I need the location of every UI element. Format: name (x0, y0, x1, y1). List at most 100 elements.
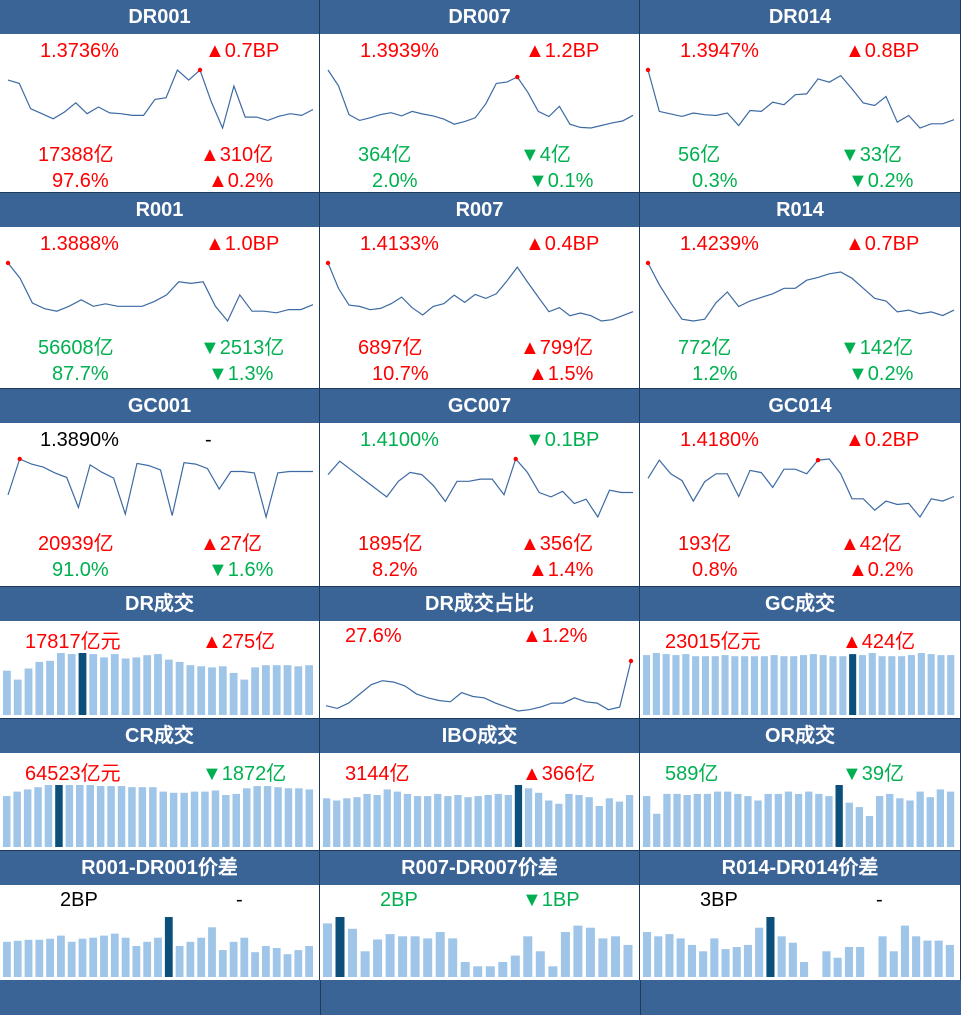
summary-change: - (876, 889, 883, 911)
bar (524, 788, 533, 847)
bar (473, 966, 483, 977)
sparkline-chart (7, 456, 313, 520)
series-line (647, 69, 955, 129)
bar (435, 932, 445, 977)
series-line (327, 457, 633, 519)
bar (510, 955, 520, 977)
bar (180, 792, 188, 848)
bar (615, 801, 624, 847)
sparkline-chart (5, 260, 314, 323)
bar (208, 667, 216, 715)
bar (208, 927, 216, 977)
bar (464, 797, 472, 847)
bar (575, 795, 583, 847)
bar (100, 657, 108, 715)
panel-title: R007-DR007价差 (320, 851, 639, 885)
bar (393, 791, 401, 847)
bar (485, 966, 495, 977)
bar (222, 795, 230, 847)
bar (154, 654, 162, 715)
rate-change: ▼0.1BP (525, 429, 600, 451)
sparkline-chart (327, 456, 633, 519)
summary-change: - (236, 889, 243, 911)
bar (383, 789, 391, 847)
bar (274, 787, 282, 847)
volume-change: ▼2513亿 (200, 337, 285, 359)
bar (283, 665, 292, 715)
bar (523, 936, 533, 977)
summary-value: 23015亿元 (665, 631, 761, 653)
volume-value: 6897亿 (358, 337, 423, 359)
bar (889, 951, 898, 977)
bar (794, 793, 803, 847)
summary-value: 589亿 (665, 763, 719, 785)
bar (535, 792, 543, 848)
bar (305, 665, 313, 715)
rate-value: 1.3947% (680, 40, 759, 62)
summary-change: ▼39亿 (842, 763, 905, 785)
bar (504, 795, 512, 847)
bar (585, 927, 595, 977)
sparkline-chart (325, 260, 634, 322)
latest-point (5, 260, 11, 266)
bar (535, 951, 545, 977)
rate-change: ▲0.2BP (845, 429, 920, 451)
panel-title: DR成交占比 (320, 587, 639, 621)
rate-value: 1.4239% (680, 233, 759, 255)
panel-gc014: GC014 1.4180% ▲0.2BP 193亿 ▲42亿 0.8% ▲0.2% (640, 388, 961, 586)
bar (65, 785, 74, 847)
bar (598, 938, 608, 977)
latest-point (197, 67, 203, 73)
series-line (647, 262, 955, 322)
bar (822, 951, 831, 977)
bar (3, 670, 11, 715)
rate-change: - (205, 429, 212, 451)
bar (444, 796, 452, 847)
rate-change: ▲1.0BP (205, 233, 280, 255)
bar (232, 793, 240, 847)
bar (498, 962, 508, 977)
bar (878, 656, 886, 715)
volume-value: 364亿 (358, 144, 412, 166)
bar (693, 793, 701, 847)
summary-change: ▼1872亿 (202, 763, 287, 785)
bar (3, 941, 11, 977)
panel-title: GC007 (320, 389, 639, 423)
bar (454, 795, 462, 847)
sparkline-chart (647, 457, 955, 519)
latest-point (325, 260, 331, 266)
share-change: ▲1.5% (528, 363, 594, 385)
panel-gc: GC成交 23015亿元 ▲424亿 (640, 586, 961, 718)
volume-value: 56亿 (678, 144, 721, 166)
volume-change: ▲356亿 (520, 533, 594, 555)
share-value: 0.8% (692, 559, 738, 581)
latest-point (645, 260, 651, 266)
panel-title: IBO成交 (320, 719, 639, 753)
share-change: ▼0.2% (848, 363, 914, 385)
bar (186, 665, 195, 715)
bar (143, 941, 152, 977)
bar (754, 800, 762, 847)
bar (373, 939, 383, 977)
share-value: 0.3% (692, 170, 738, 192)
bar (283, 954, 292, 977)
bar-chart (3, 917, 313, 977)
share-value: 10.7% (372, 363, 429, 385)
bar (190, 791, 199, 847)
bar (24, 939, 33, 977)
bar (211, 790, 220, 847)
bar (86, 785, 94, 847)
bar (333, 800, 341, 847)
summary-value: 3BP (700, 889, 738, 911)
bar (625, 795, 634, 847)
bar (35, 939, 44, 977)
bar (410, 936, 420, 977)
sparkline-chart (325, 658, 634, 712)
rate-value: 1.3939% (360, 40, 439, 62)
bar (67, 941, 76, 977)
footer-divider (320, 980, 321, 1015)
bar (262, 946, 270, 977)
bar (78, 938, 87, 977)
panel-r014-dr014: R014-DR014价差 3BP - (640, 850, 961, 980)
bar (121, 658, 130, 715)
